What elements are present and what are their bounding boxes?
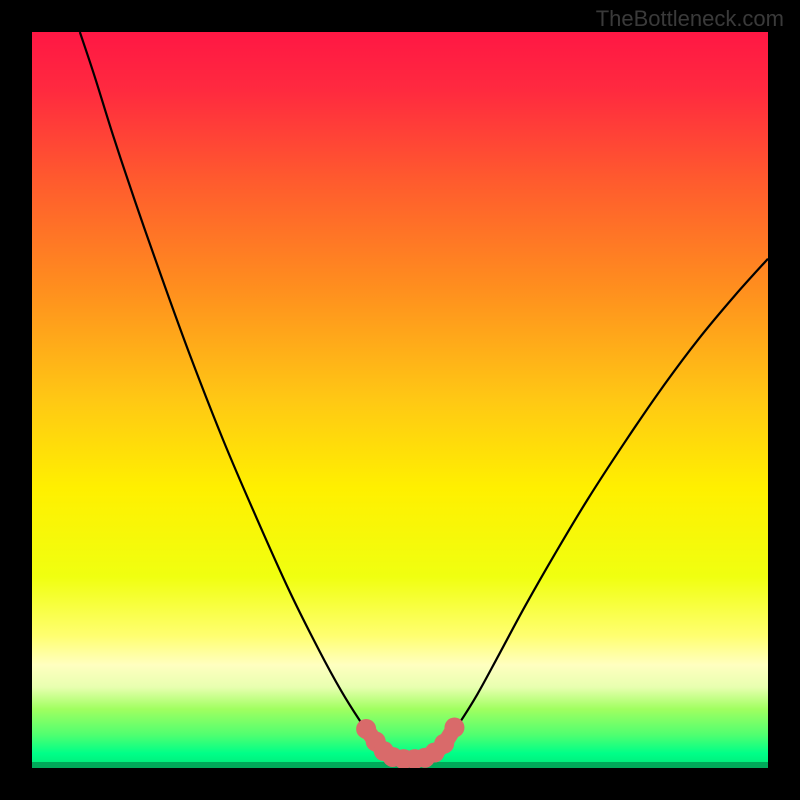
chart-plot-area xyxy=(32,32,768,768)
watermark-text: TheBottleneck.com xyxy=(596,6,784,32)
highlight-marker xyxy=(444,718,464,738)
bottleneck-curve xyxy=(32,32,768,768)
